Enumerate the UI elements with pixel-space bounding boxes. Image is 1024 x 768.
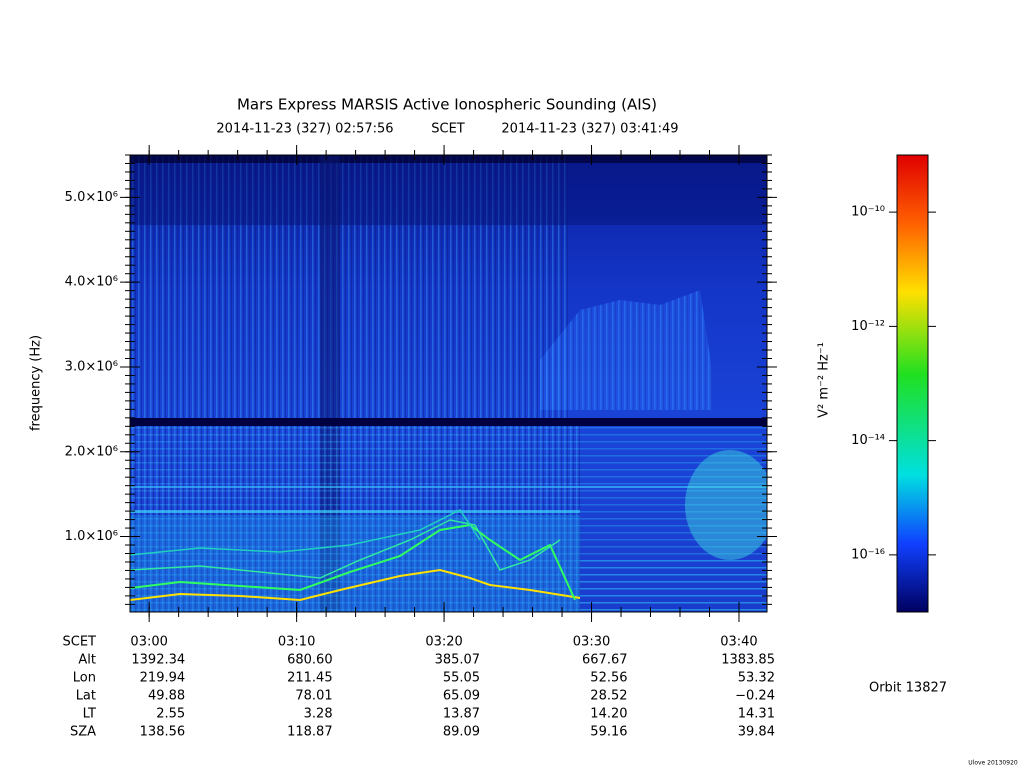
footer: Ulove 20130920 [968, 760, 1018, 767]
colorbar-tick-label: 10⁻¹² [851, 319, 885, 334]
x-tick-label: 03:20 [425, 635, 462, 650]
ephemeris-value: 59.16 [590, 725, 627, 740]
ephemeris-row-label: LT [83, 707, 96, 722]
spectrogram-image [130, 155, 767, 612]
colorbar-label: V² m⁻² Hz⁻¹ [817, 342, 832, 418]
colorbar-tick-label: 10⁻¹⁶ [851, 547, 885, 562]
ephemeris-value: 28.52 [590, 689, 627, 704]
ephemeris-row-label: Lon [73, 671, 96, 686]
orbit-label: Orbit 13827 [869, 681, 947, 696]
x-tick-label: 03:40 [720, 635, 757, 650]
ephemeris-row-label: Alt [78, 653, 96, 668]
ephemeris-value: 118.87 [287, 725, 333, 740]
ephemeris-value: 667.67 [582, 653, 628, 668]
ephemeris-value: 14.20 [590, 707, 627, 722]
ephemeris-value: 49.88 [148, 689, 185, 704]
ephemeris-value: 13.87 [443, 707, 480, 722]
colorbar [896, 154, 929, 613]
ephemeris-value: 53.32 [738, 671, 775, 686]
ephemeris-value: −0.24 [735, 689, 775, 704]
ephemeris-value: 78.01 [295, 689, 332, 704]
ephemeris-value: 138.56 [140, 725, 186, 740]
ephemeris-value: 55.05 [443, 671, 480, 686]
ephemeris-value: 1383.85 [721, 653, 775, 668]
ephemeris-value: 2.55 [156, 707, 185, 722]
ephemeris-value: 680.60 [287, 653, 333, 668]
ephemeris-value: 89.09 [443, 725, 480, 740]
start-time: 2014-11-23 (327) 02:57:56 [216, 122, 393, 137]
colorbar-tick-label: 10⁻¹⁴ [851, 433, 885, 448]
ephemeris-row-label: Lat [76, 689, 96, 704]
ephemeris-value: 39.84 [738, 725, 775, 740]
y-tick-label: 5.0×10⁶ [65, 190, 118, 205]
y-tick-label: 4.0×10⁶ [65, 275, 118, 290]
ephemeris-value: 385.07 [435, 653, 481, 668]
ephemeris-value: 14.31 [738, 707, 775, 722]
chart-title: Mars Express MARSIS Active Ionospheric S… [237, 96, 657, 114]
ephemeris-row-label: SZA [70, 725, 96, 740]
end-time: 2014-11-23 (327) 03:41:49 [501, 122, 678, 137]
x-tick-label: 03:00 [130, 635, 167, 650]
time-system: SCET [431, 122, 465, 137]
ephemeris-value: 219.94 [140, 671, 186, 686]
y-axis-label: frequency (Hz) [29, 335, 44, 431]
y-tick-label: 3.0×10⁶ [65, 359, 118, 374]
ephemeris-value: 65.09 [443, 689, 480, 704]
ephemeris-value: 52.56 [590, 671, 627, 686]
ephemeris-time-label: SCET [63, 635, 97, 650]
ephemeris-value: 1392.34 [131, 653, 185, 668]
y-tick-label: 2.0×10⁶ [65, 444, 118, 459]
y-tick-label: 1.0×10⁶ [65, 529, 118, 544]
ephemeris-value: 3.28 [304, 707, 333, 722]
x-tick-label: 03:30 [573, 635, 610, 650]
x-tick-label: 03:10 [278, 635, 315, 650]
ephemeris-value: 211.45 [287, 671, 333, 686]
colorbar-tick-label: 10⁻¹⁰ [851, 205, 885, 220]
